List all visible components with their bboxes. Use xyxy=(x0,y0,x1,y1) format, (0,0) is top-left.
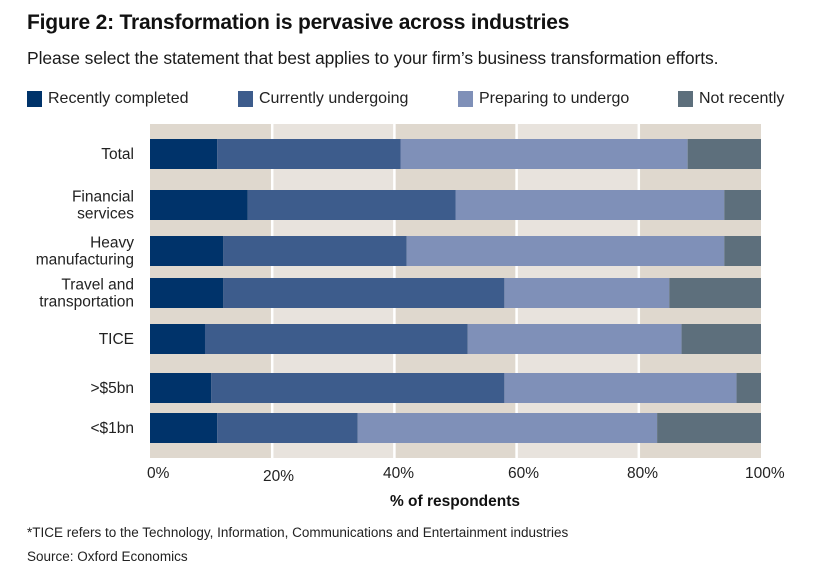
bar-segment-not-recently xyxy=(657,413,761,443)
legend-item-not-recently: Not recently xyxy=(678,90,784,108)
category-label: Travel and transportation xyxy=(39,277,134,311)
category-label: <$1bn xyxy=(90,420,134,437)
chart-subtitle: Please select the statement that best ap… xyxy=(27,48,719,68)
x-tick-label: 0% xyxy=(147,465,170,482)
category-label: >$5bn xyxy=(90,380,134,397)
x-tick-label: 20% xyxy=(263,468,294,485)
bar-segment-not-recently xyxy=(669,278,761,308)
legend-label: Preparing to undergo xyxy=(479,90,630,107)
category-label: TICE xyxy=(99,331,134,348)
bar-segment-preparing-to-undergo xyxy=(406,236,725,266)
legend-label: Recently completed xyxy=(48,90,189,107)
bar-segment-recently-completed xyxy=(150,139,218,169)
legend-swatch xyxy=(678,91,693,107)
legend: Recently completed Currently undergoing … xyxy=(0,90,815,110)
x-tick-label: 40% xyxy=(383,465,414,482)
bar-segment-not-recently xyxy=(736,373,761,403)
x-axis-label: % of respondents xyxy=(390,493,520,510)
bar-segment-recently-completed xyxy=(150,278,224,308)
bar-segment-currently-undergoing xyxy=(217,413,358,443)
bar-segment-not-recently xyxy=(687,139,761,169)
bar-segment-currently-undergoing xyxy=(223,236,407,266)
bar-segment-preparing-to-undergo xyxy=(467,324,682,354)
bar-segment-recently-completed xyxy=(150,236,224,266)
category-label: Heavy manufacturing xyxy=(36,235,134,269)
source-note: Source: Oxford Economics xyxy=(27,549,188,564)
legend-label: Currently undergoing xyxy=(259,90,409,107)
bar-segment-preparing-to-undergo xyxy=(504,278,670,308)
x-tick-label: 60% xyxy=(508,465,539,482)
bar-segment-currently-undergoing xyxy=(211,373,505,403)
legend-item-currently-undergoing: Currently undergoing xyxy=(238,90,408,108)
bar-segment-preparing-to-undergo xyxy=(455,190,725,220)
legend-swatch xyxy=(27,91,42,107)
bar-segment-recently-completed xyxy=(150,373,212,403)
bar-segment-currently-undergoing xyxy=(247,190,456,220)
category-label: Financial services xyxy=(72,189,134,223)
bar-segment-preparing-to-undergo xyxy=(504,373,737,403)
bar-segment-preparing-to-undergo xyxy=(400,139,688,169)
bar-segment-recently-completed xyxy=(150,324,205,354)
bar-segment-currently-undergoing xyxy=(217,139,401,169)
legend-item-preparing-to-undergo: Preparing to undergo xyxy=(458,90,629,108)
x-tick-label: 100% xyxy=(745,465,785,482)
footnote: *TICE refers to the Technology, Informat… xyxy=(27,525,569,540)
bar-segment-not-recently xyxy=(724,236,761,266)
bar-segment-recently-completed xyxy=(150,190,248,220)
bar-segment-recently-completed xyxy=(150,413,218,443)
legend-item-recently-completed: Recently completed xyxy=(27,90,189,108)
legend-swatch xyxy=(238,91,253,107)
legend-swatch xyxy=(458,91,473,107)
bar-segment-currently-undergoing xyxy=(223,278,505,308)
bar-segment-currently-undergoing xyxy=(204,324,468,354)
bar-segment-preparing-to-undergo xyxy=(357,413,658,443)
legend-label: Not recently xyxy=(699,90,785,107)
bar-segment-not-recently xyxy=(724,190,761,220)
bar-segment-not-recently xyxy=(681,324,761,354)
chart-title: Figure 2: Transformation is pervasive ac… xyxy=(27,11,570,34)
category-label: Total xyxy=(101,146,134,163)
x-tick-label: 80% xyxy=(627,465,658,482)
